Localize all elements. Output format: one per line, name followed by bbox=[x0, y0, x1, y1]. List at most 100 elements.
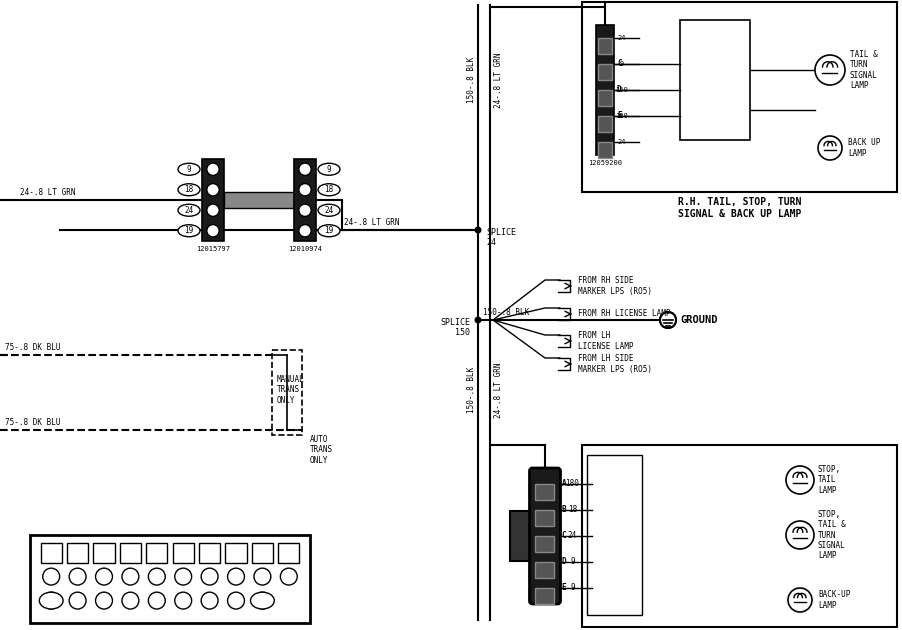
Circle shape bbox=[201, 568, 217, 585]
Text: 9: 9 bbox=[187, 165, 191, 174]
Text: 9: 9 bbox=[327, 165, 331, 174]
Ellipse shape bbox=[318, 204, 340, 216]
Bar bbox=[226, 543, 246, 563]
Text: 12015797: 12015797 bbox=[196, 246, 230, 252]
FancyBboxPatch shape bbox=[535, 484, 554, 500]
FancyBboxPatch shape bbox=[597, 90, 612, 106]
Bar bbox=[582, 445, 896, 627]
Ellipse shape bbox=[178, 225, 199, 237]
Circle shape bbox=[787, 588, 811, 612]
Text: GROUND: GROUND bbox=[679, 315, 717, 325]
Circle shape bbox=[815, 55, 844, 85]
Text: 19: 19 bbox=[184, 226, 193, 235]
FancyBboxPatch shape bbox=[597, 38, 612, 54]
Circle shape bbox=[817, 136, 841, 160]
FancyBboxPatch shape bbox=[535, 562, 554, 578]
Text: FROM LH
LICENSE LAMP: FROM LH LICENSE LAMP bbox=[577, 331, 633, 351]
Text: FROM RH SIDE
MARKER LPS (RO5): FROM RH SIDE MARKER LPS (RO5) bbox=[577, 277, 651, 295]
Circle shape bbox=[253, 592, 271, 609]
Bar bbox=[595, 25, 613, 155]
Bar bbox=[41, 543, 61, 563]
FancyBboxPatch shape bbox=[597, 64, 612, 79]
Text: R.H. TAIL, STOP, TURN
SIGNAL & BACK UP LAMP: R.H. TAIL, STOP, TURN SIGNAL & BACK UP L… bbox=[677, 197, 800, 219]
Text: 180: 180 bbox=[615, 113, 628, 119]
Bar bbox=[252, 543, 272, 563]
Text: D: D bbox=[616, 86, 621, 94]
Bar bbox=[586, 455, 641, 615]
Circle shape bbox=[148, 568, 165, 585]
Circle shape bbox=[299, 163, 311, 175]
Circle shape bbox=[207, 183, 219, 196]
Bar bbox=[30, 535, 309, 623]
Circle shape bbox=[253, 568, 271, 585]
Bar bbox=[294, 159, 316, 241]
Ellipse shape bbox=[40, 592, 63, 609]
Text: AUTO
TRANS
ONLY: AUTO TRANS ONLY bbox=[309, 435, 333, 465]
Text: 24: 24 bbox=[617, 139, 626, 145]
Text: 24: 24 bbox=[184, 206, 193, 215]
Text: A: A bbox=[561, 479, 566, 488]
Circle shape bbox=[175, 568, 191, 585]
Circle shape bbox=[96, 568, 113, 585]
Text: SPLICE
150: SPLICE 150 bbox=[439, 318, 469, 338]
Circle shape bbox=[42, 592, 60, 609]
Ellipse shape bbox=[178, 204, 199, 216]
FancyBboxPatch shape bbox=[535, 510, 554, 525]
Text: 9: 9 bbox=[569, 583, 575, 592]
Bar bbox=[202, 159, 224, 241]
FancyBboxPatch shape bbox=[535, 536, 554, 552]
Text: BACK UP
LAMP: BACK UP LAMP bbox=[847, 139, 879, 158]
Circle shape bbox=[299, 224, 311, 237]
Text: 18: 18 bbox=[567, 505, 576, 515]
Text: 150-.8 BLK: 150-.8 BLK bbox=[466, 57, 475, 103]
Bar bbox=[278, 543, 299, 563]
Circle shape bbox=[122, 568, 139, 585]
Bar bbox=[172, 543, 194, 563]
Ellipse shape bbox=[318, 184, 340, 196]
Text: 75-.8 DK BLU: 75-.8 DK BLU bbox=[5, 343, 60, 352]
Text: 75-.8 DK BLU: 75-.8 DK BLU bbox=[5, 418, 60, 427]
Text: E: E bbox=[616, 112, 621, 120]
Text: 24-.8 LT GRN: 24-.8 LT GRN bbox=[493, 52, 502, 108]
Circle shape bbox=[280, 568, 297, 585]
Bar bbox=[224, 192, 294, 208]
Circle shape bbox=[474, 227, 481, 234]
Bar bbox=[679, 20, 750, 140]
Bar bbox=[67, 543, 88, 563]
FancyBboxPatch shape bbox=[597, 116, 612, 132]
Circle shape bbox=[659, 312, 676, 328]
Ellipse shape bbox=[318, 225, 340, 237]
Bar bbox=[510, 511, 529, 561]
Circle shape bbox=[122, 592, 139, 609]
Text: 150-.8 BLK: 150-.8 BLK bbox=[466, 367, 475, 413]
Text: 180: 180 bbox=[565, 479, 579, 488]
Circle shape bbox=[69, 568, 86, 585]
Bar bbox=[146, 543, 167, 563]
Text: 150: 150 bbox=[615, 87, 628, 93]
Circle shape bbox=[175, 592, 191, 609]
Text: 24: 24 bbox=[567, 532, 576, 541]
Circle shape bbox=[42, 568, 60, 585]
Text: 18: 18 bbox=[324, 185, 333, 194]
Circle shape bbox=[227, 568, 244, 585]
Circle shape bbox=[201, 592, 217, 609]
Text: STOP,
TAIL
LAMP: STOP, TAIL LAMP bbox=[817, 465, 840, 495]
Text: C: C bbox=[561, 532, 566, 541]
Bar bbox=[198, 543, 220, 563]
Circle shape bbox=[148, 592, 165, 609]
FancyBboxPatch shape bbox=[535, 588, 554, 604]
Circle shape bbox=[659, 312, 676, 328]
Text: SPLICE
24: SPLICE 24 bbox=[485, 228, 515, 248]
Text: STOP,
TAIL &
TURN
SIGNAL
LAMP: STOP, TAIL & TURN SIGNAL LAMP bbox=[817, 510, 845, 560]
Ellipse shape bbox=[178, 163, 199, 175]
Text: 150-.8 BLK: 150-.8 BLK bbox=[483, 308, 538, 317]
Bar bbox=[93, 543, 115, 563]
Text: 24: 24 bbox=[617, 35, 626, 41]
Text: B: B bbox=[561, 505, 566, 515]
Ellipse shape bbox=[178, 184, 199, 196]
Text: 18: 18 bbox=[184, 185, 193, 194]
Text: 9: 9 bbox=[619, 61, 623, 67]
Circle shape bbox=[785, 521, 813, 549]
Circle shape bbox=[96, 592, 113, 609]
Text: TAIL &
TURN
SIGNAL
LAMP: TAIL & TURN SIGNAL LAMP bbox=[849, 50, 877, 90]
